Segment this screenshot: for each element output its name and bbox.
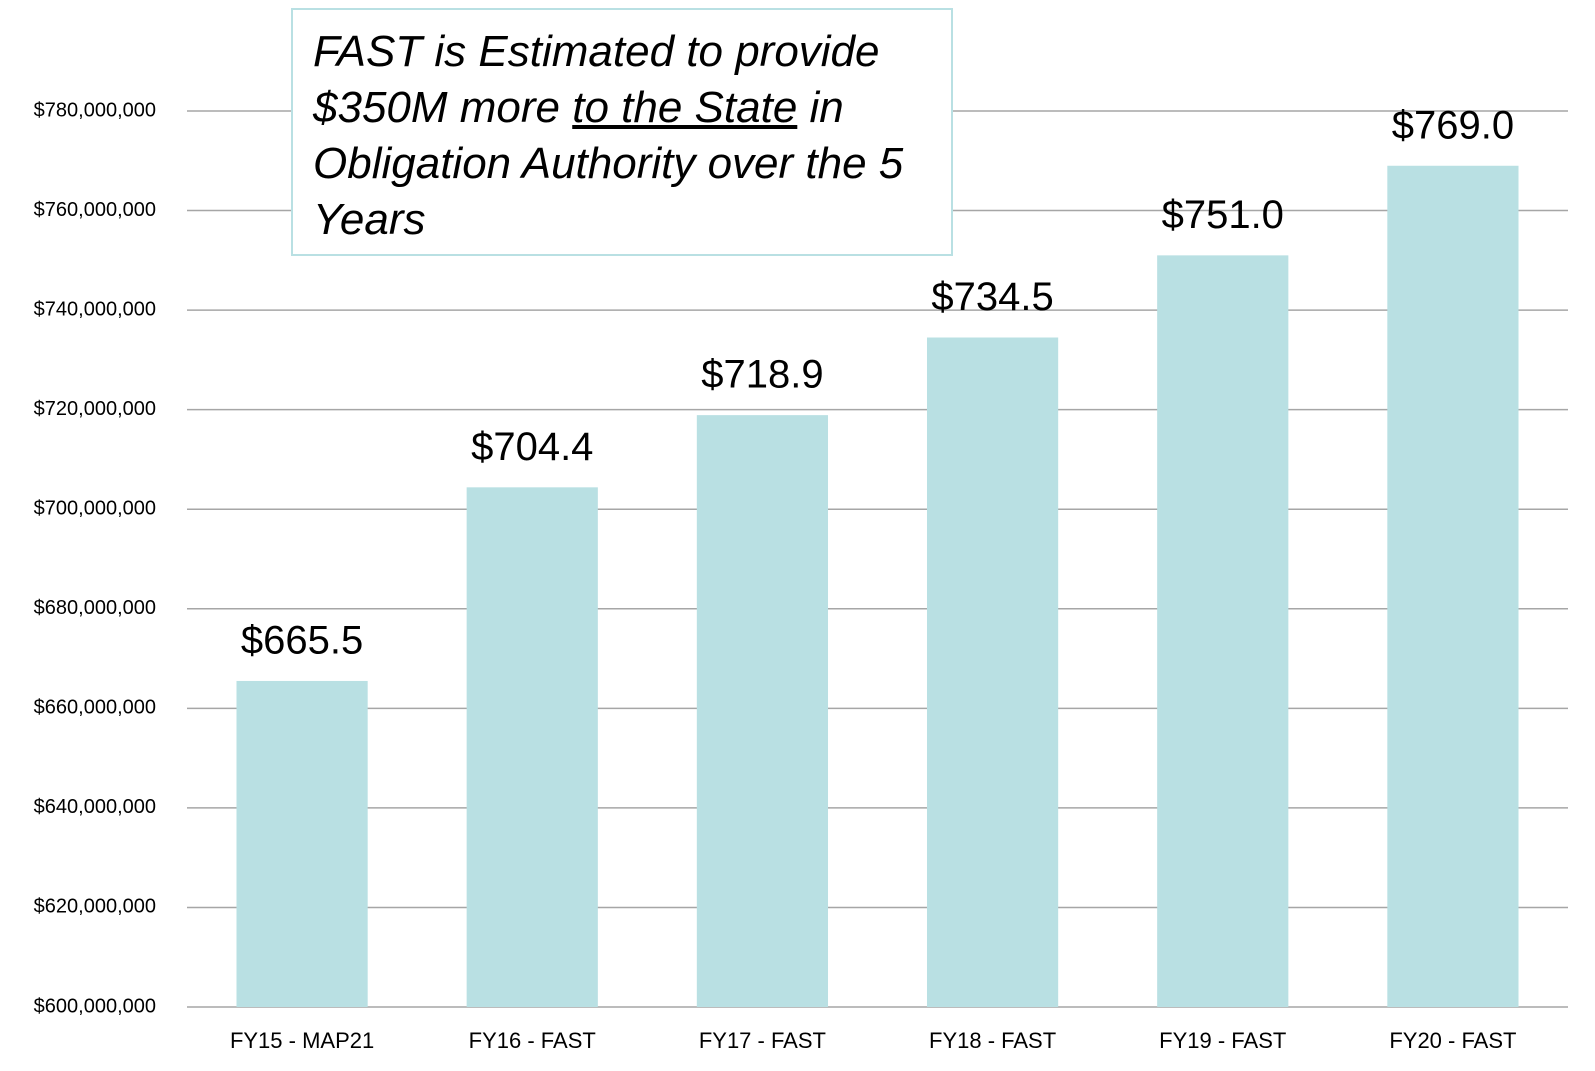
x-tick-label: FY15 - MAP21 bbox=[230, 1028, 374, 1053]
x-tick-label: FY16 - FAST bbox=[469, 1028, 596, 1053]
bar bbox=[696, 415, 829, 1007]
x-tick-label: FY20 - FAST bbox=[1389, 1028, 1516, 1053]
y-tick-label: $740,000,000 bbox=[34, 298, 156, 320]
y-tick-label: $620,000,000 bbox=[34, 896, 156, 918]
y-tick-label: $720,000,000 bbox=[34, 398, 156, 420]
y-tick-label: $680,000,000 bbox=[34, 597, 156, 619]
x-tick-label: FY17 - FAST bbox=[699, 1028, 826, 1053]
annotation-text: to the State bbox=[572, 83, 798, 132]
annotation-text: FAST is Estimated to provide $350M more bbox=[313, 27, 880, 132]
bar bbox=[1157, 255, 1289, 1007]
data-label: $718.9 bbox=[701, 353, 823, 397]
y-tick-label: $660,000,000 bbox=[34, 697, 156, 719]
annotation-text: in Obligation Authority over the 5 Years bbox=[313, 83, 904, 244]
data-label: $769.0 bbox=[1392, 103, 1514, 147]
data-label: $734.5 bbox=[931, 275, 1053, 319]
data-label: $704.4 bbox=[471, 425, 593, 469]
annotation: FAST is Estimated to provide $350M more … bbox=[291, 8, 953, 256]
data-label: $665.5 bbox=[241, 619, 363, 663]
y-tick-label: $600,000,000 bbox=[34, 995, 156, 1017]
y-tick-label: $760,000,000 bbox=[34, 199, 156, 221]
y-tick-label: $780,000,000 bbox=[34, 99, 156, 121]
bar bbox=[466, 487, 598, 1007]
bar bbox=[236, 680, 368, 1007]
bar bbox=[926, 337, 1059, 1007]
data-label: $751.0 bbox=[1162, 193, 1284, 237]
x-tick-label: FY19 - FAST bbox=[1159, 1028, 1286, 1053]
y-tick-label: $640,000,000 bbox=[34, 796, 156, 818]
y-tick-label: $700,000,000 bbox=[34, 498, 156, 520]
bar bbox=[1387, 165, 1519, 1007]
x-tick-label: FY18 - FAST bbox=[929, 1028, 1056, 1053]
